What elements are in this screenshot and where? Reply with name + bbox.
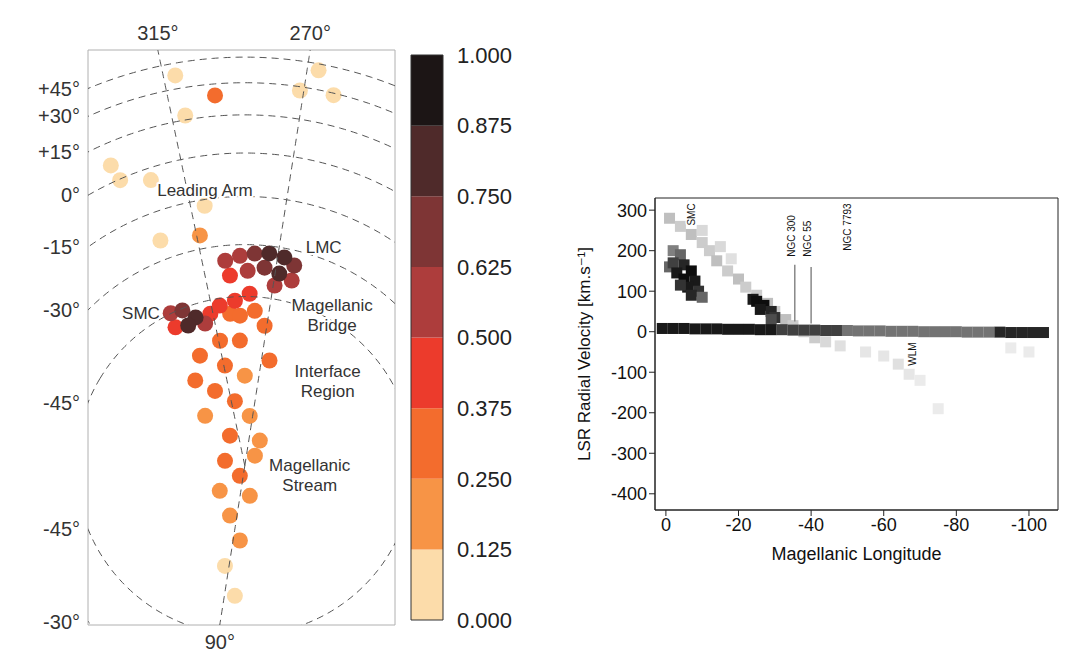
- svg-text:NGC 7793: NGC 7793: [842, 203, 853, 251]
- svg-text:0: 0: [661, 515, 671, 535]
- svg-text:+30°: +30°: [38, 105, 80, 127]
- svg-text:-30°: -30°: [43, 611, 80, 633]
- svg-text:SMC: SMC: [122, 304, 160, 323]
- svg-text:WLM: WLM: [907, 342, 918, 365]
- svg-text:270°: 270°: [290, 22, 331, 44]
- svg-text:InterfaceRegion: InterfaceRegion: [295, 362, 361, 401]
- svg-text:0.750: 0.750: [457, 184, 512, 209]
- svg-text:+45°: +45°: [38, 78, 80, 100]
- svg-text:1.000: 1.000: [457, 43, 512, 68]
- svg-text:100: 100: [617, 282, 647, 302]
- svg-text:90°: 90°: [205, 631, 235, 653]
- svg-text:0.000: 0.000: [457, 608, 512, 633]
- svg-text:-45°: -45°: [43, 518, 80, 540]
- svg-text:NGC 55: NGC 55: [802, 220, 813, 257]
- svg-text:-20: -20: [725, 515, 751, 535]
- svg-text:0.625: 0.625: [457, 255, 512, 280]
- svg-text:NGC 300: NGC 300: [786, 215, 797, 257]
- svg-text:-100: -100: [611, 363, 647, 383]
- svg-text:-400: -400: [611, 484, 647, 504]
- svg-text:-60: -60: [871, 515, 897, 535]
- svg-text:0.125: 0.125: [457, 537, 512, 562]
- svg-text:-15°: -15°: [43, 236, 80, 258]
- svg-text:300: 300: [617, 201, 647, 221]
- svg-text:MagellanicStream: MagellanicStream: [269, 456, 351, 495]
- svg-text:-300: -300: [611, 444, 647, 464]
- svg-text:0: 0: [637, 322, 647, 342]
- html-text:Magellanic Longitude: Magellanic Longitude: [771, 544, 942, 564]
- svg-text:LMC: LMC: [306, 238, 342, 257]
- html-text:LSR Radial Velocity [km.s⁻¹]: LSR Radial Velocity [km.s⁻¹]: [575, 247, 594, 461]
- svg-text:MagellanicBridge: MagellanicBridge: [291, 296, 373, 335]
- svg-text:0.250: 0.250: [457, 467, 512, 492]
- svg-text:315°: 315°: [137, 22, 178, 44]
- svg-text:-40: -40: [798, 515, 824, 535]
- svg-text:+15°: +15°: [38, 141, 80, 163]
- svg-text:-30°: -30°: [43, 299, 80, 321]
- svg-text:-80: -80: [943, 515, 969, 535]
- svg-text:-45°: -45°: [43, 392, 80, 414]
- svg-text:0°: 0°: [61, 184, 80, 206]
- svg-text:0.375: 0.375: [457, 396, 512, 421]
- svg-text:Leading Arm: Leading Arm: [157, 181, 252, 200]
- svg-text:0.875: 0.875: [457, 113, 512, 138]
- svg-text:200: 200: [617, 241, 647, 261]
- svg-text:-200: -200: [611, 403, 647, 423]
- svg-text:0.500: 0.500: [457, 325, 512, 350]
- svg-text:SMC: SMC: [686, 203, 697, 225]
- svg-text:-100: -100: [1011, 515, 1047, 535]
